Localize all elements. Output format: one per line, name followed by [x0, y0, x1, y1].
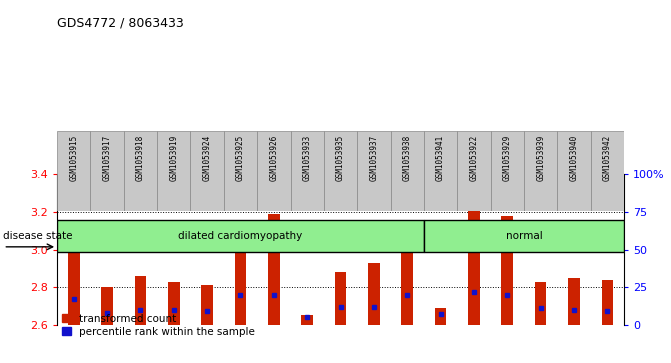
Bar	[301, 315, 313, 325]
Text: GSM1053939: GSM1053939	[536, 135, 545, 181]
Text: GSM1053941: GSM1053941	[436, 135, 445, 181]
Bar	[224, 131, 257, 211]
Bar	[424, 131, 457, 211]
Bar	[401, 225, 413, 325]
Text: dilated cardiomyopathy: dilated cardiomyopathy	[178, 231, 303, 241]
Bar	[335, 272, 346, 325]
Text: GSM1053935: GSM1053935	[336, 135, 345, 181]
Bar	[535, 282, 546, 325]
Bar	[57, 131, 91, 211]
Text: disease state: disease state	[3, 231, 73, 241]
Text: GSM1053915: GSM1053915	[69, 135, 79, 181]
Text: GSM1053917: GSM1053917	[103, 135, 111, 181]
Bar	[291, 131, 324, 211]
Bar	[135, 276, 146, 325]
Bar	[57, 220, 424, 252]
Text: normal: normal	[505, 231, 542, 241]
Bar	[457, 131, 491, 211]
Bar	[601, 280, 613, 325]
Text: GSM1053938: GSM1053938	[403, 135, 412, 181]
Text: GSM1053937: GSM1053937	[369, 135, 378, 181]
Bar	[435, 308, 446, 325]
Bar	[590, 131, 624, 211]
Text: GSM1053942: GSM1053942	[603, 135, 612, 181]
Bar	[101, 287, 113, 325]
Legend: transformed count, percentile rank within the sample: transformed count, percentile rank withi…	[62, 314, 255, 337]
Bar	[91, 131, 123, 211]
Bar	[391, 131, 424, 211]
Bar	[368, 263, 380, 325]
Text: GSM1053924: GSM1053924	[203, 135, 211, 181]
Bar	[357, 131, 391, 211]
Bar	[491, 131, 524, 211]
Text: GDS4772 / 8063433: GDS4772 / 8063433	[57, 16, 184, 29]
Text: GSM1053922: GSM1053922	[470, 135, 478, 181]
Text: GSM1053940: GSM1053940	[570, 135, 578, 181]
Bar	[68, 227, 80, 325]
Bar	[524, 131, 558, 211]
Bar	[235, 233, 246, 325]
Text: GSM1053929: GSM1053929	[503, 135, 512, 181]
Text: GSM1053925: GSM1053925	[236, 135, 245, 181]
Text: GSM1053919: GSM1053919	[169, 135, 178, 181]
Bar	[191, 131, 224, 211]
Bar	[201, 285, 213, 325]
Bar	[558, 131, 590, 211]
Bar	[424, 220, 624, 252]
Bar	[168, 282, 180, 325]
Bar	[157, 131, 191, 211]
Bar	[468, 206, 480, 325]
Bar	[257, 131, 291, 211]
Bar	[324, 131, 357, 211]
Bar	[268, 214, 280, 325]
Bar	[501, 216, 513, 325]
Text: GSM1053918: GSM1053918	[136, 135, 145, 181]
Text: GSM1053926: GSM1053926	[269, 135, 278, 181]
Text: GSM1053933: GSM1053933	[303, 135, 312, 181]
Bar	[568, 278, 580, 325]
Bar	[123, 131, 157, 211]
